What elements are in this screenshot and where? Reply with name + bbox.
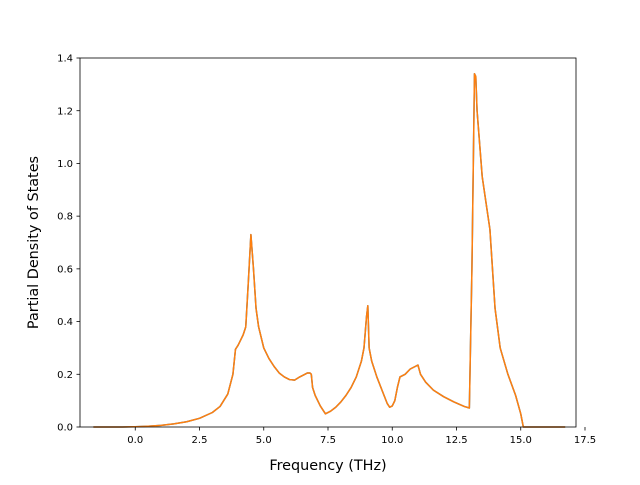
x-tick-label: 10.0 bbox=[381, 435, 403, 446]
y-tick-label: 0.4 bbox=[57, 317, 73, 328]
y-tick-label: 1.0 bbox=[57, 159, 73, 170]
y-tick-label: 0.8 bbox=[57, 212, 73, 223]
x-tick-label: 17.5 bbox=[574, 435, 596, 446]
x-tick-label: 0.0 bbox=[127, 435, 143, 446]
x-tick-label: 12.5 bbox=[445, 435, 467, 446]
x-axis-title: Frequency (THz) bbox=[269, 458, 386, 474]
x-tick-label: 2.5 bbox=[192, 435, 208, 446]
series-line-2 bbox=[93, 73, 566, 428]
y-tick-label: 0.2 bbox=[57, 370, 73, 381]
y-tick-label: 0.0 bbox=[57, 423, 73, 434]
y-axis-ticks: 0.0 0.2 0.4 0.6 0.8 1.0 1.2 1.4 bbox=[57, 54, 80, 434]
y-tick-label: 1.2 bbox=[57, 106, 73, 117]
x-axis-ticks: 0.0 2.5 5.0 7.5 10.0 12.5 15.0 17.5 bbox=[127, 427, 596, 446]
y-tick-label: 0.6 bbox=[57, 264, 73, 275]
y-tick-label: 1.4 bbox=[57, 54, 73, 65]
y-axis-title: Partial Density of States bbox=[26, 156, 42, 329]
x-tick-label: 7.5 bbox=[320, 435, 336, 446]
series-layer bbox=[93, 73, 566, 428]
x-tick-label: 15.0 bbox=[510, 435, 532, 446]
x-tick-label: 5.0 bbox=[256, 435, 272, 446]
